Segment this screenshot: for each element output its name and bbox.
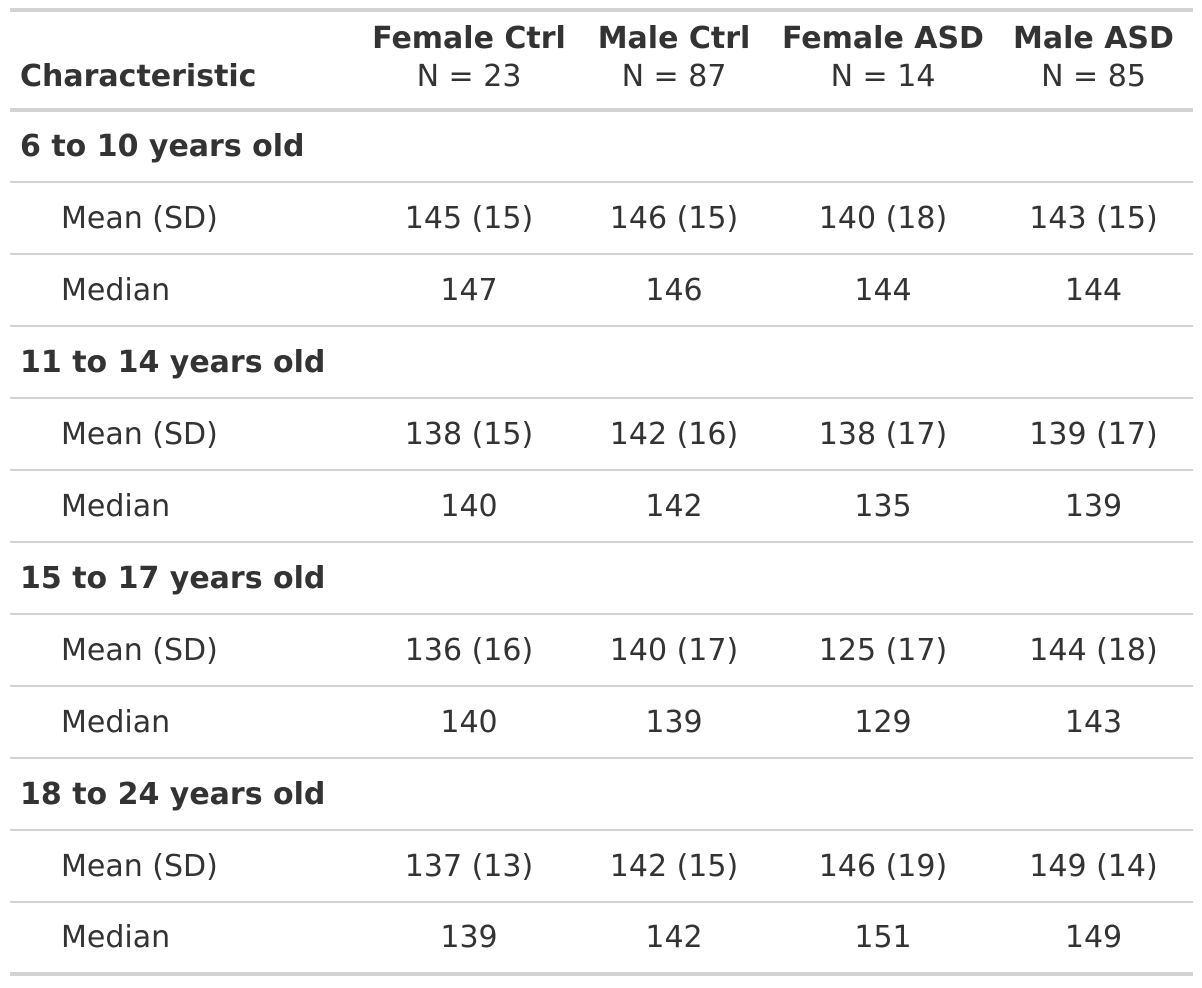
age-group-label: 18 to 24 years old xyxy=(10,758,1193,831)
table-cell: 146 (19) xyxy=(772,830,994,903)
table-cell: 138 (15) xyxy=(362,398,576,471)
stat-label: Mean (SD) xyxy=(10,398,362,471)
table-cell: 149 xyxy=(1064,920,1123,955)
table-row: Mean (SD) 145 (15) 146 (15) 140 (18) 143… xyxy=(10,182,1193,255)
table-cell: 143 (15) xyxy=(994,182,1193,255)
table-row: Mean (SD) 138 (15) 142 (16) 138 (17) 139… xyxy=(10,398,1193,471)
table-cell: 151 xyxy=(854,920,912,955)
table-cell: 144 (18) xyxy=(994,614,1193,687)
table-cell: 139 xyxy=(994,470,1193,543)
table-body: 6 to 10 years old Mean (SD) 145 (15) 146… xyxy=(10,110,1193,974)
age-group-label: 6 to 10 years old xyxy=(10,110,1193,183)
group-name: Female ASD xyxy=(782,21,984,56)
group-count: N = 14 xyxy=(830,59,936,94)
header-row: Characteristic Female Ctrl N = 23 Male C… xyxy=(10,10,1193,112)
table-cell: 144 xyxy=(994,254,1193,327)
stat-label: Median xyxy=(61,920,171,955)
table-cell: 142 xyxy=(645,920,703,955)
table-cell: 140 xyxy=(362,470,576,543)
group-count: N = 87 xyxy=(621,59,727,94)
table-cell: 142 xyxy=(576,470,772,543)
group-name: Male ASD xyxy=(1013,21,1174,56)
table-row: Median 140 139 129 143 xyxy=(10,686,1193,759)
group-header-male-asd: Male ASD N = 85 xyxy=(994,10,1193,112)
summary-table: Characteristic Female Ctrl N = 23 Male C… xyxy=(10,8,1193,976)
age-group-row: 11 to 14 years old xyxy=(10,326,1193,399)
group-header-male-ctrl: Male Ctrl N = 87 xyxy=(576,10,772,112)
group-header-female-ctrl: Female Ctrl N = 23 xyxy=(362,10,576,112)
table-cell: 139 (17) xyxy=(994,398,1193,471)
group-count: N = 23 xyxy=(416,59,522,94)
summary-table-container: Characteristic Female Ctrl N = 23 Male C… xyxy=(10,8,1193,976)
stat-label: Mean (SD) xyxy=(10,182,362,255)
stat-label: Median xyxy=(10,470,362,543)
table-cell: 146 xyxy=(576,254,772,327)
age-group-row: 18 to 24 years old xyxy=(10,758,1193,831)
table-row: Median 147 146 144 144 xyxy=(10,254,1193,327)
age-group-row: 15 to 17 years old xyxy=(10,542,1193,615)
table-cell: 129 xyxy=(772,686,994,759)
table-cell: 147 xyxy=(362,254,576,327)
table-cell: 125 (17) xyxy=(772,614,994,687)
table-cell: 137 (13) xyxy=(362,830,576,903)
table-header: Characteristic Female Ctrl N = 23 Male C… xyxy=(10,10,1193,112)
table-cell: 143 xyxy=(994,686,1193,759)
table-cell: 135 xyxy=(772,470,994,543)
stat-label: Median xyxy=(10,254,362,327)
table-row: Median 139 142 151 149 xyxy=(10,902,1193,974)
group-name: Female Ctrl xyxy=(372,21,566,56)
table-cell: 139 xyxy=(576,686,772,759)
table-cell: 140 (18) xyxy=(772,182,994,255)
table-cell: 136 (16) xyxy=(362,614,576,687)
table-cell: 140 (17) xyxy=(576,614,772,687)
table-cell: 149 (14) xyxy=(994,830,1193,903)
table-cell: 142 (15) xyxy=(576,830,772,903)
table-cell: 139 xyxy=(440,920,498,955)
age-group-label: 11 to 14 years old xyxy=(10,326,1193,399)
table-cell: 144 xyxy=(772,254,994,327)
stat-label: Mean (SD) xyxy=(10,830,362,903)
age-group-label: 15 to 17 years old xyxy=(10,542,1193,615)
table-cell: 145 (15) xyxy=(362,182,576,255)
characteristic-header: Characteristic xyxy=(10,10,362,112)
table-row: Mean (SD) 136 (16) 140 (17) 125 (17) 144… xyxy=(10,614,1193,687)
table-cell: 140 xyxy=(362,686,576,759)
table-row: Mean (SD) 137 (13) 142 (15) 146 (19) 149… xyxy=(10,830,1193,903)
age-group-row: 6 to 10 years old xyxy=(10,110,1193,183)
group-count: N = 85 xyxy=(1041,59,1146,94)
stat-label: Median xyxy=(10,686,362,759)
table-cell: 146 (15) xyxy=(576,182,772,255)
group-name: Male Ctrl xyxy=(597,21,751,56)
table-row: Median 140 142 135 139 xyxy=(10,470,1193,543)
table-cell: 138 (17) xyxy=(772,398,994,471)
table-cell: 142 (16) xyxy=(576,398,772,471)
group-header-female-asd: Female ASD N = 14 xyxy=(772,10,994,112)
stat-label: Mean (SD) xyxy=(10,614,362,687)
